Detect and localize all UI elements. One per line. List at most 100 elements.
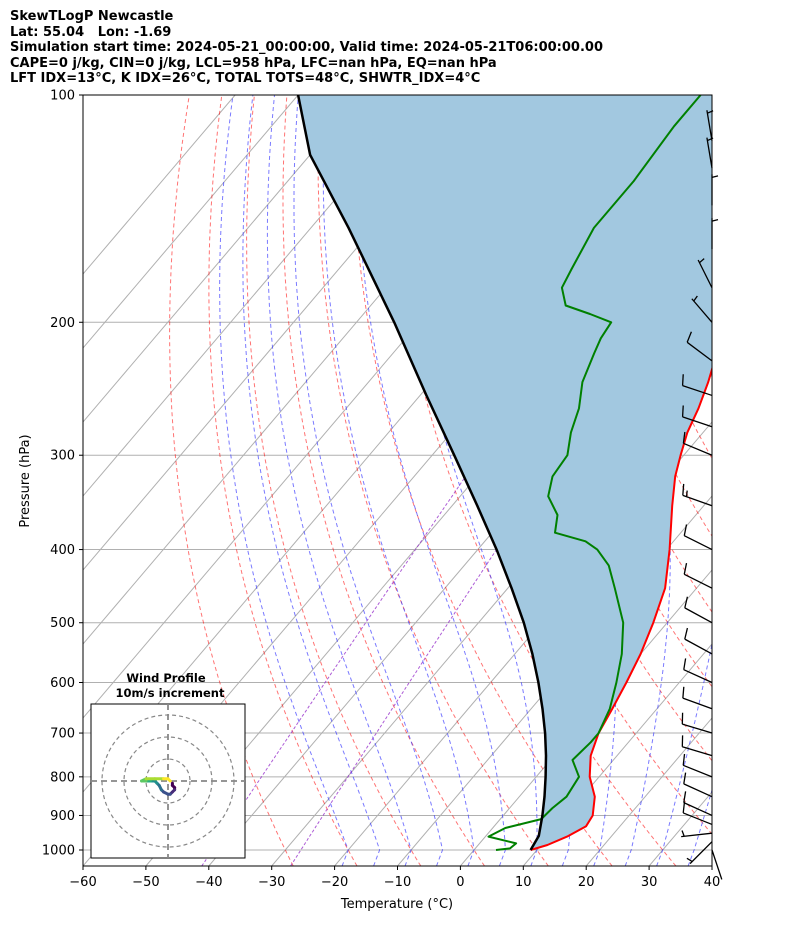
wind-barb bbox=[681, 712, 713, 734]
wind-barb-flag bbox=[682, 753, 686, 766]
wind-barb-flag bbox=[683, 772, 687, 784]
wind-barb-flag bbox=[682, 483, 685, 496]
wind-barb-staff bbox=[681, 832, 713, 838]
isotherm-line bbox=[83, 95, 425, 497]
x-tick-label: 40 bbox=[704, 875, 721, 890]
dry-adiabat bbox=[709, 95, 712, 103]
isotherm-line bbox=[585, 717, 712, 866]
y-tick-label: 900 bbox=[50, 809, 75, 824]
wind-barb bbox=[681, 830, 713, 838]
dry-adiabat bbox=[481, 95, 712, 688]
wind-barb bbox=[683, 524, 713, 551]
wind-barbs bbox=[681, 110, 723, 880]
x-tick-label: 0 bbox=[456, 875, 464, 890]
hodograph-inset: Wind Profile 10m/s increment bbox=[90, 671, 246, 859]
title-times: Simulation start time: 2024-05-21_00:00:… bbox=[10, 40, 603, 56]
isotherm-line bbox=[775, 95, 794, 866]
dry-adiabat bbox=[169, 95, 294, 866]
wind-barb-staff bbox=[682, 746, 713, 757]
wind-barb-staff bbox=[706, 110, 713, 141]
wind-barb-flag bbox=[682, 431, 686, 444]
wind-barb-staff bbox=[684, 607, 713, 624]
wind-barb-staff bbox=[682, 812, 713, 826]
wind-barb bbox=[706, 110, 714, 141]
wind-barb-staff bbox=[711, 849, 723, 880]
dry-adiabat bbox=[775, 95, 794, 866]
wind-barb-staff bbox=[683, 783, 713, 798]
data-layer bbox=[296, 95, 712, 851]
wind-barb-staff bbox=[682, 385, 713, 397]
wind-barb bbox=[682, 686, 713, 710]
wind-barb-flag bbox=[683, 563, 688, 575]
y-tick-label: 100 bbox=[50, 89, 75, 104]
x-tick-label: 10 bbox=[515, 875, 532, 890]
title-indices-1: CAPE=0 j/kg, CIN=0 j/kg, LCL=958 hPa, LF… bbox=[10, 55, 497, 71]
wind-barb-staff bbox=[706, 137, 713, 169]
dry-adiabat bbox=[208, 95, 358, 866]
moist-adiabat bbox=[656, 95, 712, 866]
wind-barb-flag bbox=[683, 658, 687, 670]
y-tick-label: 300 bbox=[50, 449, 75, 464]
wind-barb-staff bbox=[689, 841, 713, 865]
y-tick-label: 1000 bbox=[42, 844, 75, 859]
wind-barb bbox=[684, 627, 713, 655]
wind-barb bbox=[711, 218, 719, 250]
dewpoint-line bbox=[487, 95, 702, 851]
hodograph-ring bbox=[145, 758, 191, 804]
wind-barb-half bbox=[707, 110, 714, 114]
wind-barb bbox=[691, 295, 713, 323]
dry-adiabat bbox=[282, 95, 485, 866]
y-axis-title: Pressure (hPa) bbox=[18, 434, 33, 527]
x-tick-label: −30 bbox=[258, 875, 285, 890]
moist-adiabat bbox=[720, 95, 794, 866]
moist-adiabat bbox=[322, 95, 475, 866]
wind-barb-flag bbox=[684, 627, 689, 640]
y-tick-label: 200 bbox=[50, 316, 75, 331]
title-latlon: Lat: 55.04 Lon: -1.69 bbox=[10, 24, 172, 40]
axes: −60 −50 −40 −30 −20 −10 0 10 20 30 40 100 200 300 400 5… bbox=[42, 89, 720, 891]
y-tick-label: 400 bbox=[50, 543, 75, 558]
wind-barb-half bbox=[699, 258, 705, 264]
wind-barb bbox=[681, 405, 713, 428]
wind-barb-staff bbox=[684, 638, 713, 655]
x-tick-label: −50 bbox=[132, 875, 159, 890]
wind-barb bbox=[697, 258, 713, 289]
wind-barb bbox=[682, 483, 713, 507]
moist-adiabat bbox=[687, 788, 712, 866]
x-axis-title: Temperature (°C) bbox=[340, 897, 453, 912]
y-tick-label: 500 bbox=[50, 616, 75, 631]
wind-barb-half bbox=[711, 218, 719, 222]
wind-barb-half bbox=[693, 295, 698, 302]
wind-barb bbox=[686, 331, 713, 362]
wind-barb bbox=[682, 431, 713, 456]
wind-barb-half bbox=[681, 830, 685, 837]
wind-barb-flag bbox=[683, 791, 687, 803]
wind-barb bbox=[683, 563, 713, 589]
x-tick-label: 20 bbox=[578, 875, 595, 890]
wind-barb-staff bbox=[697, 259, 713, 289]
wind-barb bbox=[683, 658, 713, 684]
dry-adiabat bbox=[743, 95, 794, 866]
y-tick-label: 800 bbox=[50, 770, 75, 785]
wind-barb-half bbox=[685, 490, 688, 497]
wind-barb-staff bbox=[682, 764, 713, 778]
wind-barb-staff bbox=[683, 573, 713, 589]
wind-barb-staff bbox=[683, 669, 713, 684]
wind-barb bbox=[711, 849, 723, 880]
wind-barb bbox=[681, 735, 713, 757]
wind-barb bbox=[682, 753, 713, 778]
isotherm-line bbox=[397, 495, 712, 866]
wind-barb-half bbox=[686, 857, 693, 863]
wind-barb-staff bbox=[682, 723, 713, 734]
x-tick-label: −10 bbox=[384, 875, 411, 890]
y-tick-label: 600 bbox=[50, 676, 75, 691]
wind-barb-half bbox=[711, 175, 719, 178]
wind-barb-staff bbox=[686, 341, 713, 362]
mixing-ratio-line bbox=[290, 226, 712, 866]
wind-barb bbox=[686, 841, 713, 865]
cin-shading bbox=[298, 95, 712, 850]
wind-barb-staff bbox=[682, 416, 713, 428]
dry-adiabat bbox=[317, 95, 549, 866]
isotherm-line bbox=[711, 865, 712, 866]
